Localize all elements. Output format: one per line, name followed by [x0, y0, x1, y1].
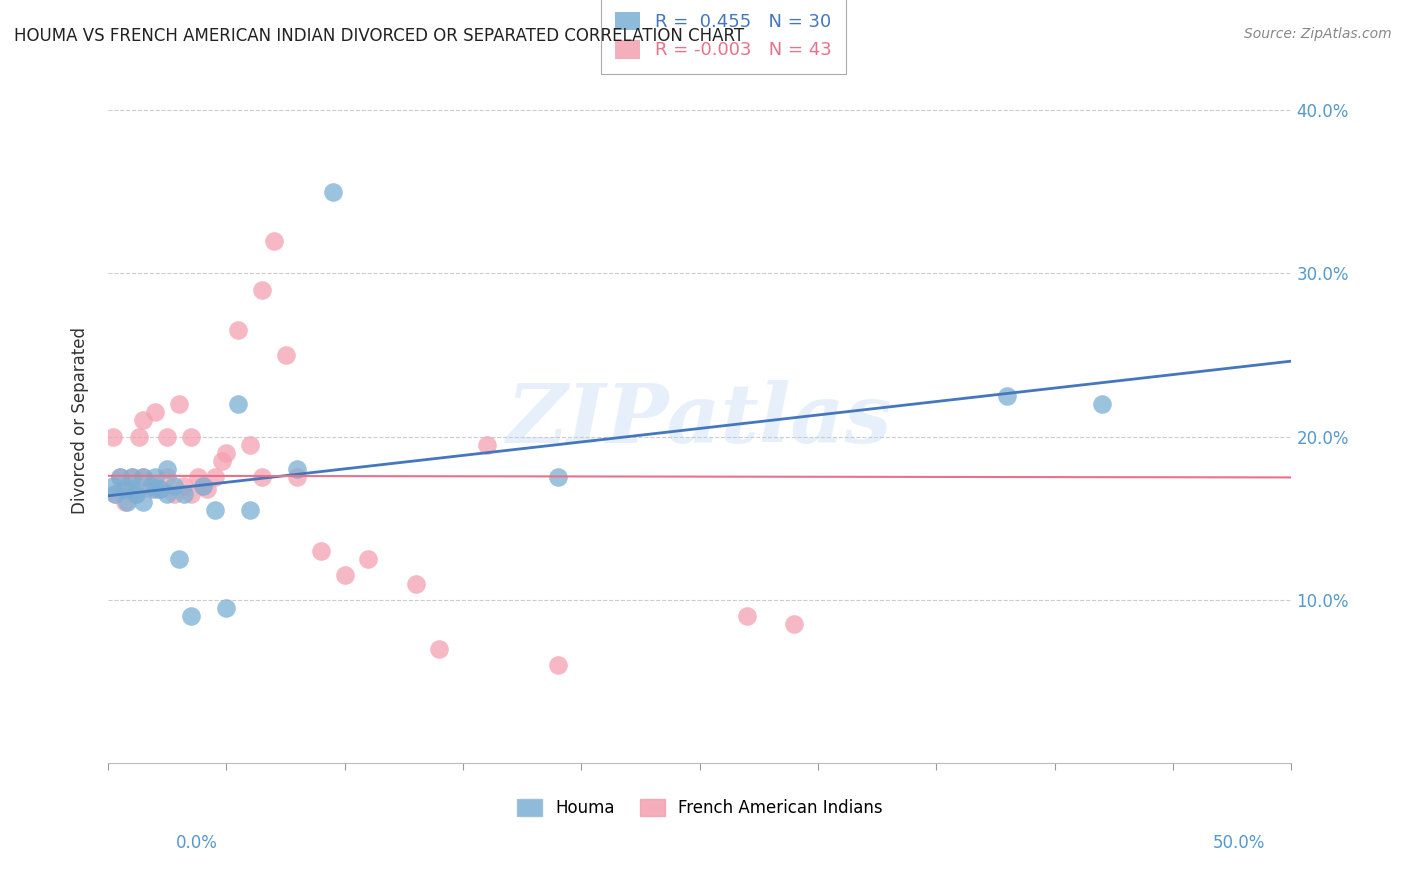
Point [143, 482, 166, 496]
Point [173, 478, 195, 492]
Point [108, 470, 131, 484]
Point [357, 552, 380, 566]
Point [132, 470, 155, 484]
Point [139, 482, 162, 496]
Point [125, 487, 148, 501]
Point [226, 324, 249, 338]
Text: 0.0%: 0.0% [176, 834, 218, 852]
Text: HOUMA VS FRENCH AMERICAN INDIAN DIVORCED OR SEPARATED CORRELATION CHART: HOUMA VS FRENCH AMERICAN INDIAN DIVORCED… [14, 27, 744, 45]
Point [250, 470, 273, 484]
Point [274, 348, 297, 362]
Point [285, 462, 308, 476]
Point [204, 503, 226, 517]
Point [427, 641, 450, 656]
Legend: Houma, French American Indians: Houma, French American Indians [510, 792, 889, 823]
Point [121, 482, 143, 496]
Point [108, 470, 131, 484]
Point [167, 397, 190, 411]
Point [125, 487, 148, 501]
Point [475, 438, 498, 452]
Point [204, 470, 226, 484]
Point [139, 478, 162, 492]
Point [156, 462, 179, 476]
Point [309, 544, 332, 558]
Point [997, 389, 1019, 403]
Point [128, 429, 150, 443]
Point [547, 658, 569, 673]
Point [167, 552, 190, 566]
Point [180, 429, 202, 443]
Text: ZIPatlas: ZIPatlas [508, 380, 893, 460]
Point [263, 234, 285, 248]
Point [156, 429, 179, 443]
Text: 50.0%: 50.0% [1213, 834, 1265, 852]
Point [132, 495, 155, 509]
Point [101, 429, 124, 443]
Point [121, 470, 143, 484]
Point [115, 478, 138, 492]
Point [215, 601, 238, 615]
Point [132, 470, 155, 484]
Point [114, 482, 136, 496]
Point [215, 446, 238, 460]
Point [191, 478, 214, 492]
Point [163, 478, 186, 492]
Point [180, 487, 202, 501]
Point [197, 482, 219, 496]
Point [405, 576, 427, 591]
Point [104, 487, 127, 501]
Point [104, 487, 127, 501]
Point [191, 478, 214, 492]
Point [180, 609, 202, 624]
Point [239, 438, 262, 452]
Point [333, 568, 356, 582]
Y-axis label: Divorced or Separated: Divorced or Separated [72, 326, 89, 514]
Point [239, 503, 262, 517]
Point [1091, 397, 1114, 411]
Point [156, 470, 179, 484]
Point [735, 609, 758, 624]
Point [101, 478, 124, 492]
Point [149, 482, 172, 496]
Point [547, 470, 569, 484]
Point [322, 185, 344, 199]
Point [114, 495, 136, 509]
Point [143, 478, 166, 492]
Point [143, 405, 166, 419]
Point [285, 470, 308, 484]
Point [149, 482, 172, 496]
Point [226, 397, 249, 411]
Text: Source: ZipAtlas.com: Source: ZipAtlas.com [1244, 27, 1392, 41]
Point [211, 454, 233, 468]
Point [173, 487, 195, 501]
Point [115, 495, 138, 509]
Point [250, 283, 273, 297]
Point [156, 487, 179, 501]
Point [783, 617, 806, 632]
Point [121, 470, 143, 484]
Point [187, 470, 209, 484]
Point [163, 487, 186, 501]
Point [132, 413, 155, 427]
Point [143, 470, 166, 484]
